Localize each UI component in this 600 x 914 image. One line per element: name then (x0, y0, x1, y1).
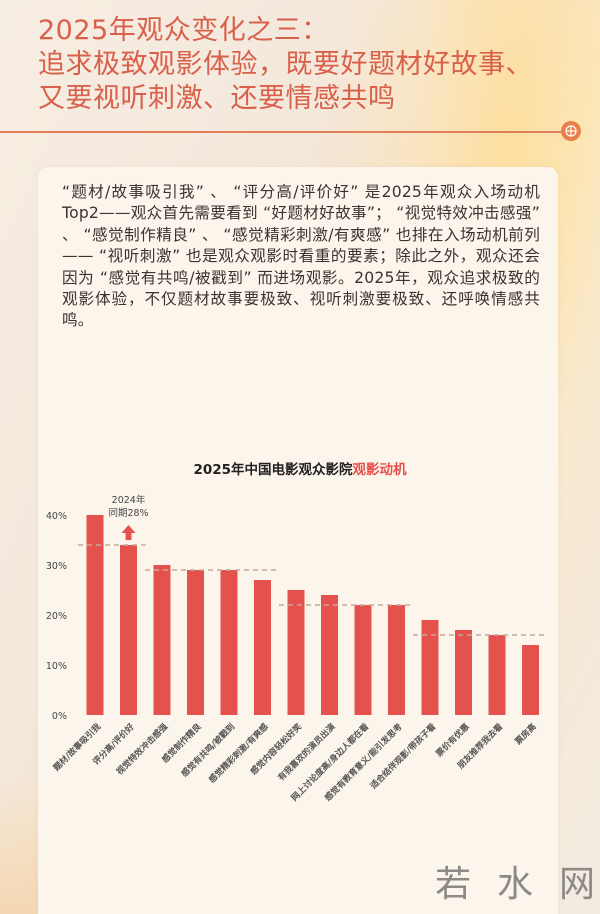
bar (522, 645, 539, 715)
bar (455, 630, 472, 715)
bar (421, 620, 439, 715)
x-tick-label: 有我喜欢的演员出演 (276, 721, 338, 783)
summary-paragraph: “题材/故事吸引我” 、 “评分高/评价好” 是2025年观众入场动机Top2—… (62, 183, 540, 330)
y-tick-label: 40% (46, 511, 67, 522)
title-line-1: 2025年观众变化之三： (38, 15, 329, 46)
watermark: 若 水 网 (435, 855, 595, 907)
watermark-char-1: 若 (435, 864, 472, 905)
bar (354, 605, 372, 715)
y-tick-label: 10% (46, 661, 67, 672)
chart-title-highlight: 观影动机 (352, 462, 407, 478)
content-card (38, 167, 558, 914)
title-divider (0, 131, 562, 133)
watermark-char-2: 水 (496, 864, 533, 905)
bar (120, 545, 137, 715)
bar (187, 570, 204, 715)
y-tick-label: 0% (52, 711, 67, 722)
bar (321, 595, 338, 715)
title-line-3: 又要视听刺激、还要情感共鸣 (38, 83, 396, 114)
chart-title-prefix: 2025年中国电影观众影院 (193, 462, 353, 478)
bar (86, 515, 104, 715)
bar (153, 565, 171, 715)
grid-icon (565, 125, 577, 137)
x-tick-label: 感觉精彩刺激/有爽感 (207, 721, 271, 785)
x-tick-label: 适合结伴观影/带孩子看 (368, 721, 438, 791)
chart-title: 2025年中国电影观众影院观影动机 (0, 458, 600, 478)
title-line-2: 追求极致观影体验，既要好题材好故事、 (38, 49, 533, 80)
bar (220, 570, 238, 715)
x-tick-label: 题材/故事吸引我 (50, 721, 103, 774)
ornament-circle-icon (561, 121, 581, 141)
bar (287, 590, 305, 715)
annotation-year: 2024年 (112, 494, 146, 506)
y-tick-label: 30% (46, 561, 67, 572)
annotation-value: 同期28% (108, 508, 148, 519)
page-title: 2025年观众变化之三： 追求极致观影体验，既要好题材好故事、 又要视听刺激、还… (38, 14, 578, 116)
x-tick-label: 票房高 (512, 721, 539, 748)
bar (254, 580, 271, 715)
bar (388, 605, 405, 715)
bar (488, 635, 506, 715)
y-tick-label: 20% (46, 611, 67, 622)
arrow-up-icon (121, 525, 136, 540)
watermark-char-3: 网 (558, 864, 595, 905)
